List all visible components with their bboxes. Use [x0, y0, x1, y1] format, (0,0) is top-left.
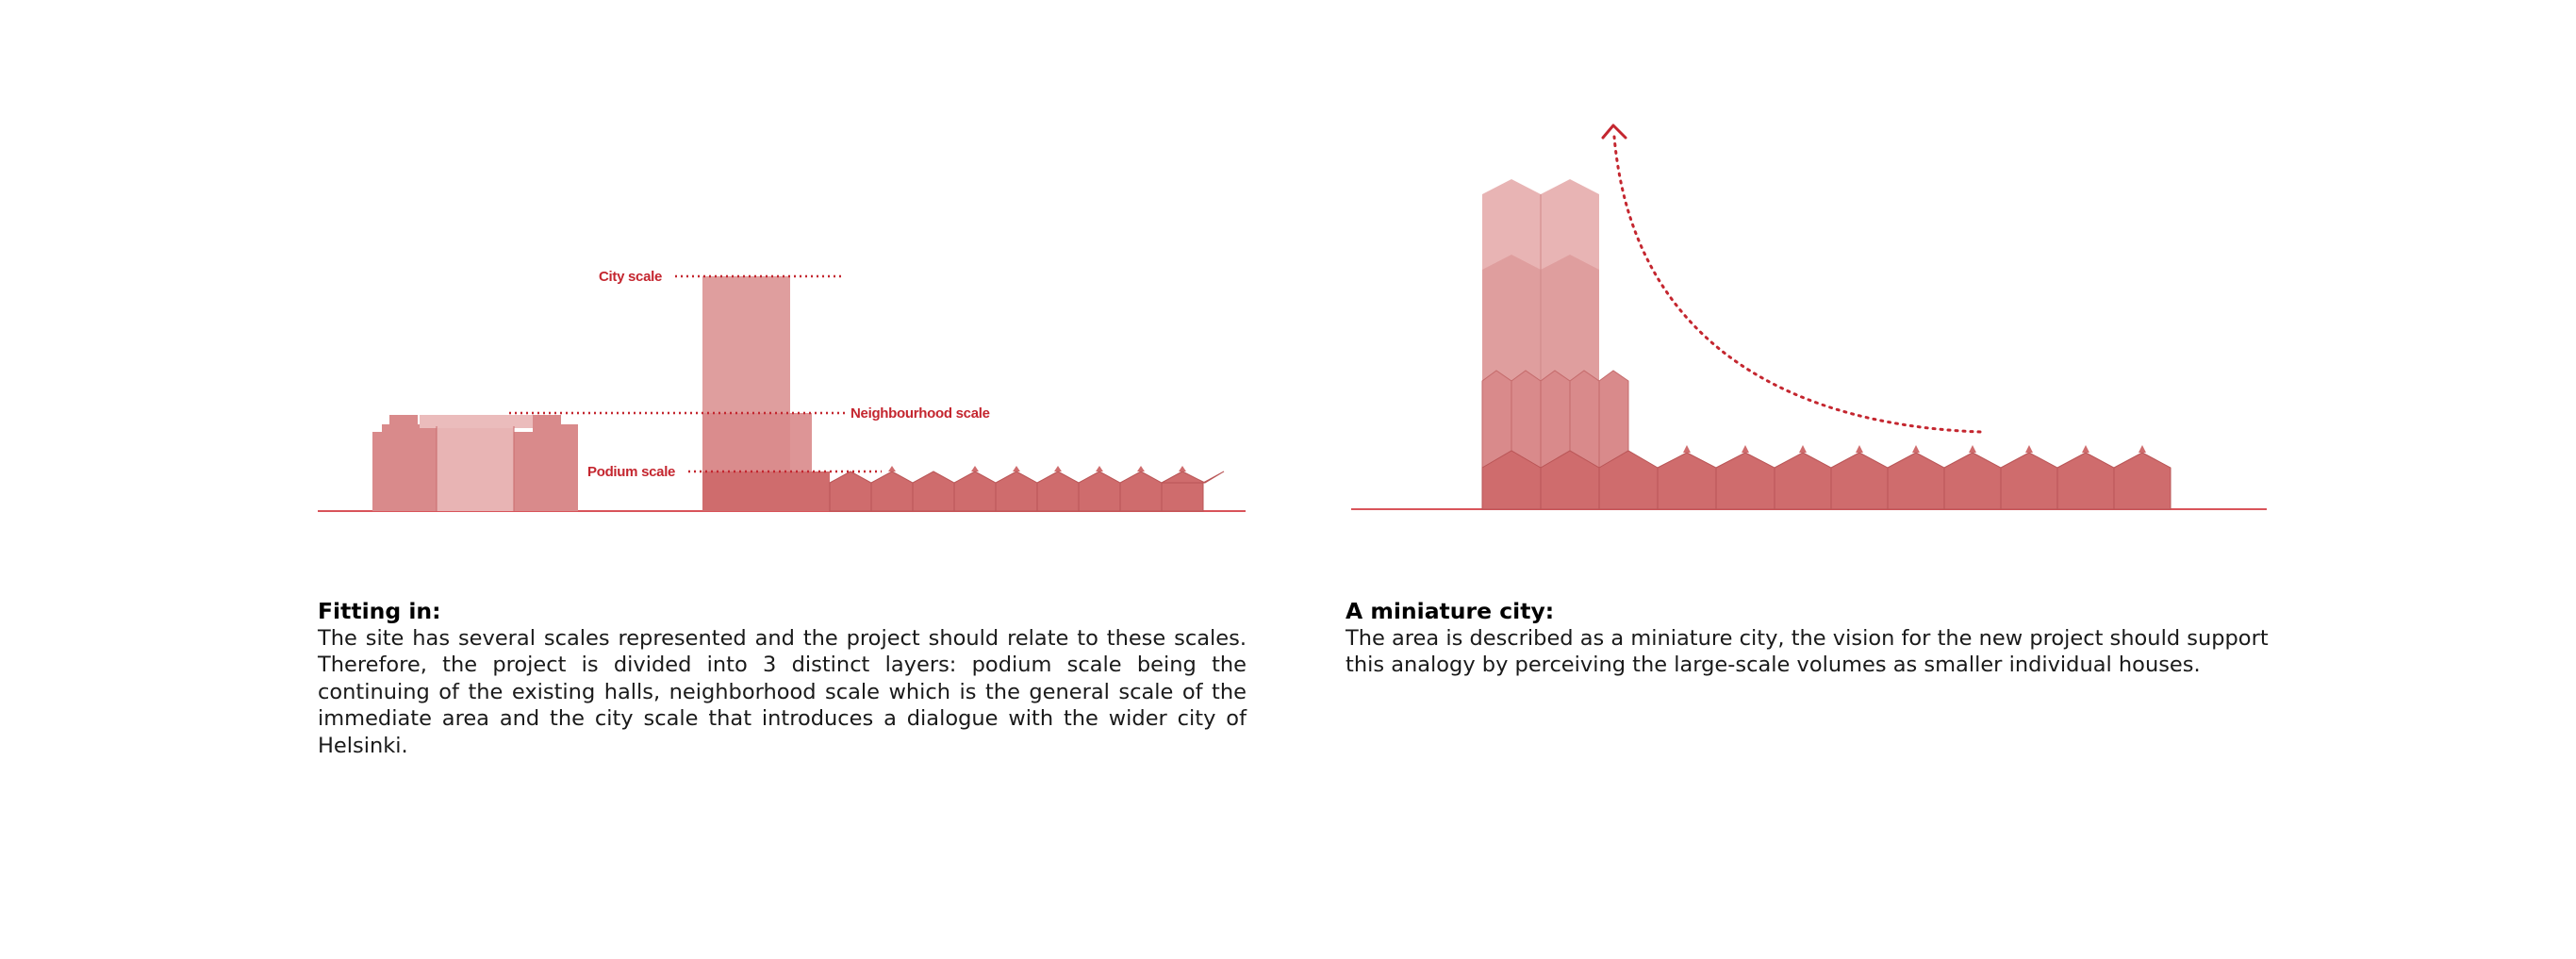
- middle-tower-stack: [1481, 370, 1629, 472]
- miniature-city-caption: A miniature city: The area is described …: [1346, 598, 2279, 679]
- city-scale-label: City scale: [599, 269, 662, 285]
- fitting-in-body: The site has several scales represented …: [318, 625, 1247, 758]
- podium-houses: [829, 471, 1225, 512]
- fitting-in-caption: Fitting in: The site has several scales …: [318, 598, 1247, 759]
- upper-tower-stack: [1482, 179, 1599, 387]
- neighbourhood-scale-label: Neighbourhood scale: [850, 405, 990, 422]
- podium-chimneys: [888, 466, 1186, 471]
- miniature-chimneys: [1683, 445, 2146, 453]
- miniature-city-title: A miniature city:: [1346, 598, 1555, 624]
- existing-halls: [372, 415, 578, 511]
- miniature-city-diagram: [1351, 124, 2267, 510]
- fitting-in-diagram: City scale Neighbourhood scale Podium sc…: [318, 269, 1246, 512]
- city-scale-tower: [702, 276, 830, 511]
- fitting-in-title: Fitting in:: [318, 598, 441, 624]
- miniature-city-body: The area is described as a miniature cit…: [1346, 625, 2269, 678]
- miniature-houses-row: [1481, 450, 2171, 510]
- growth-arrow-curve: [1612, 135, 1982, 434]
- podium-scale-label: Podium scale: [587, 464, 675, 480]
- arrow-head-icon: [1601, 124, 1627, 140]
